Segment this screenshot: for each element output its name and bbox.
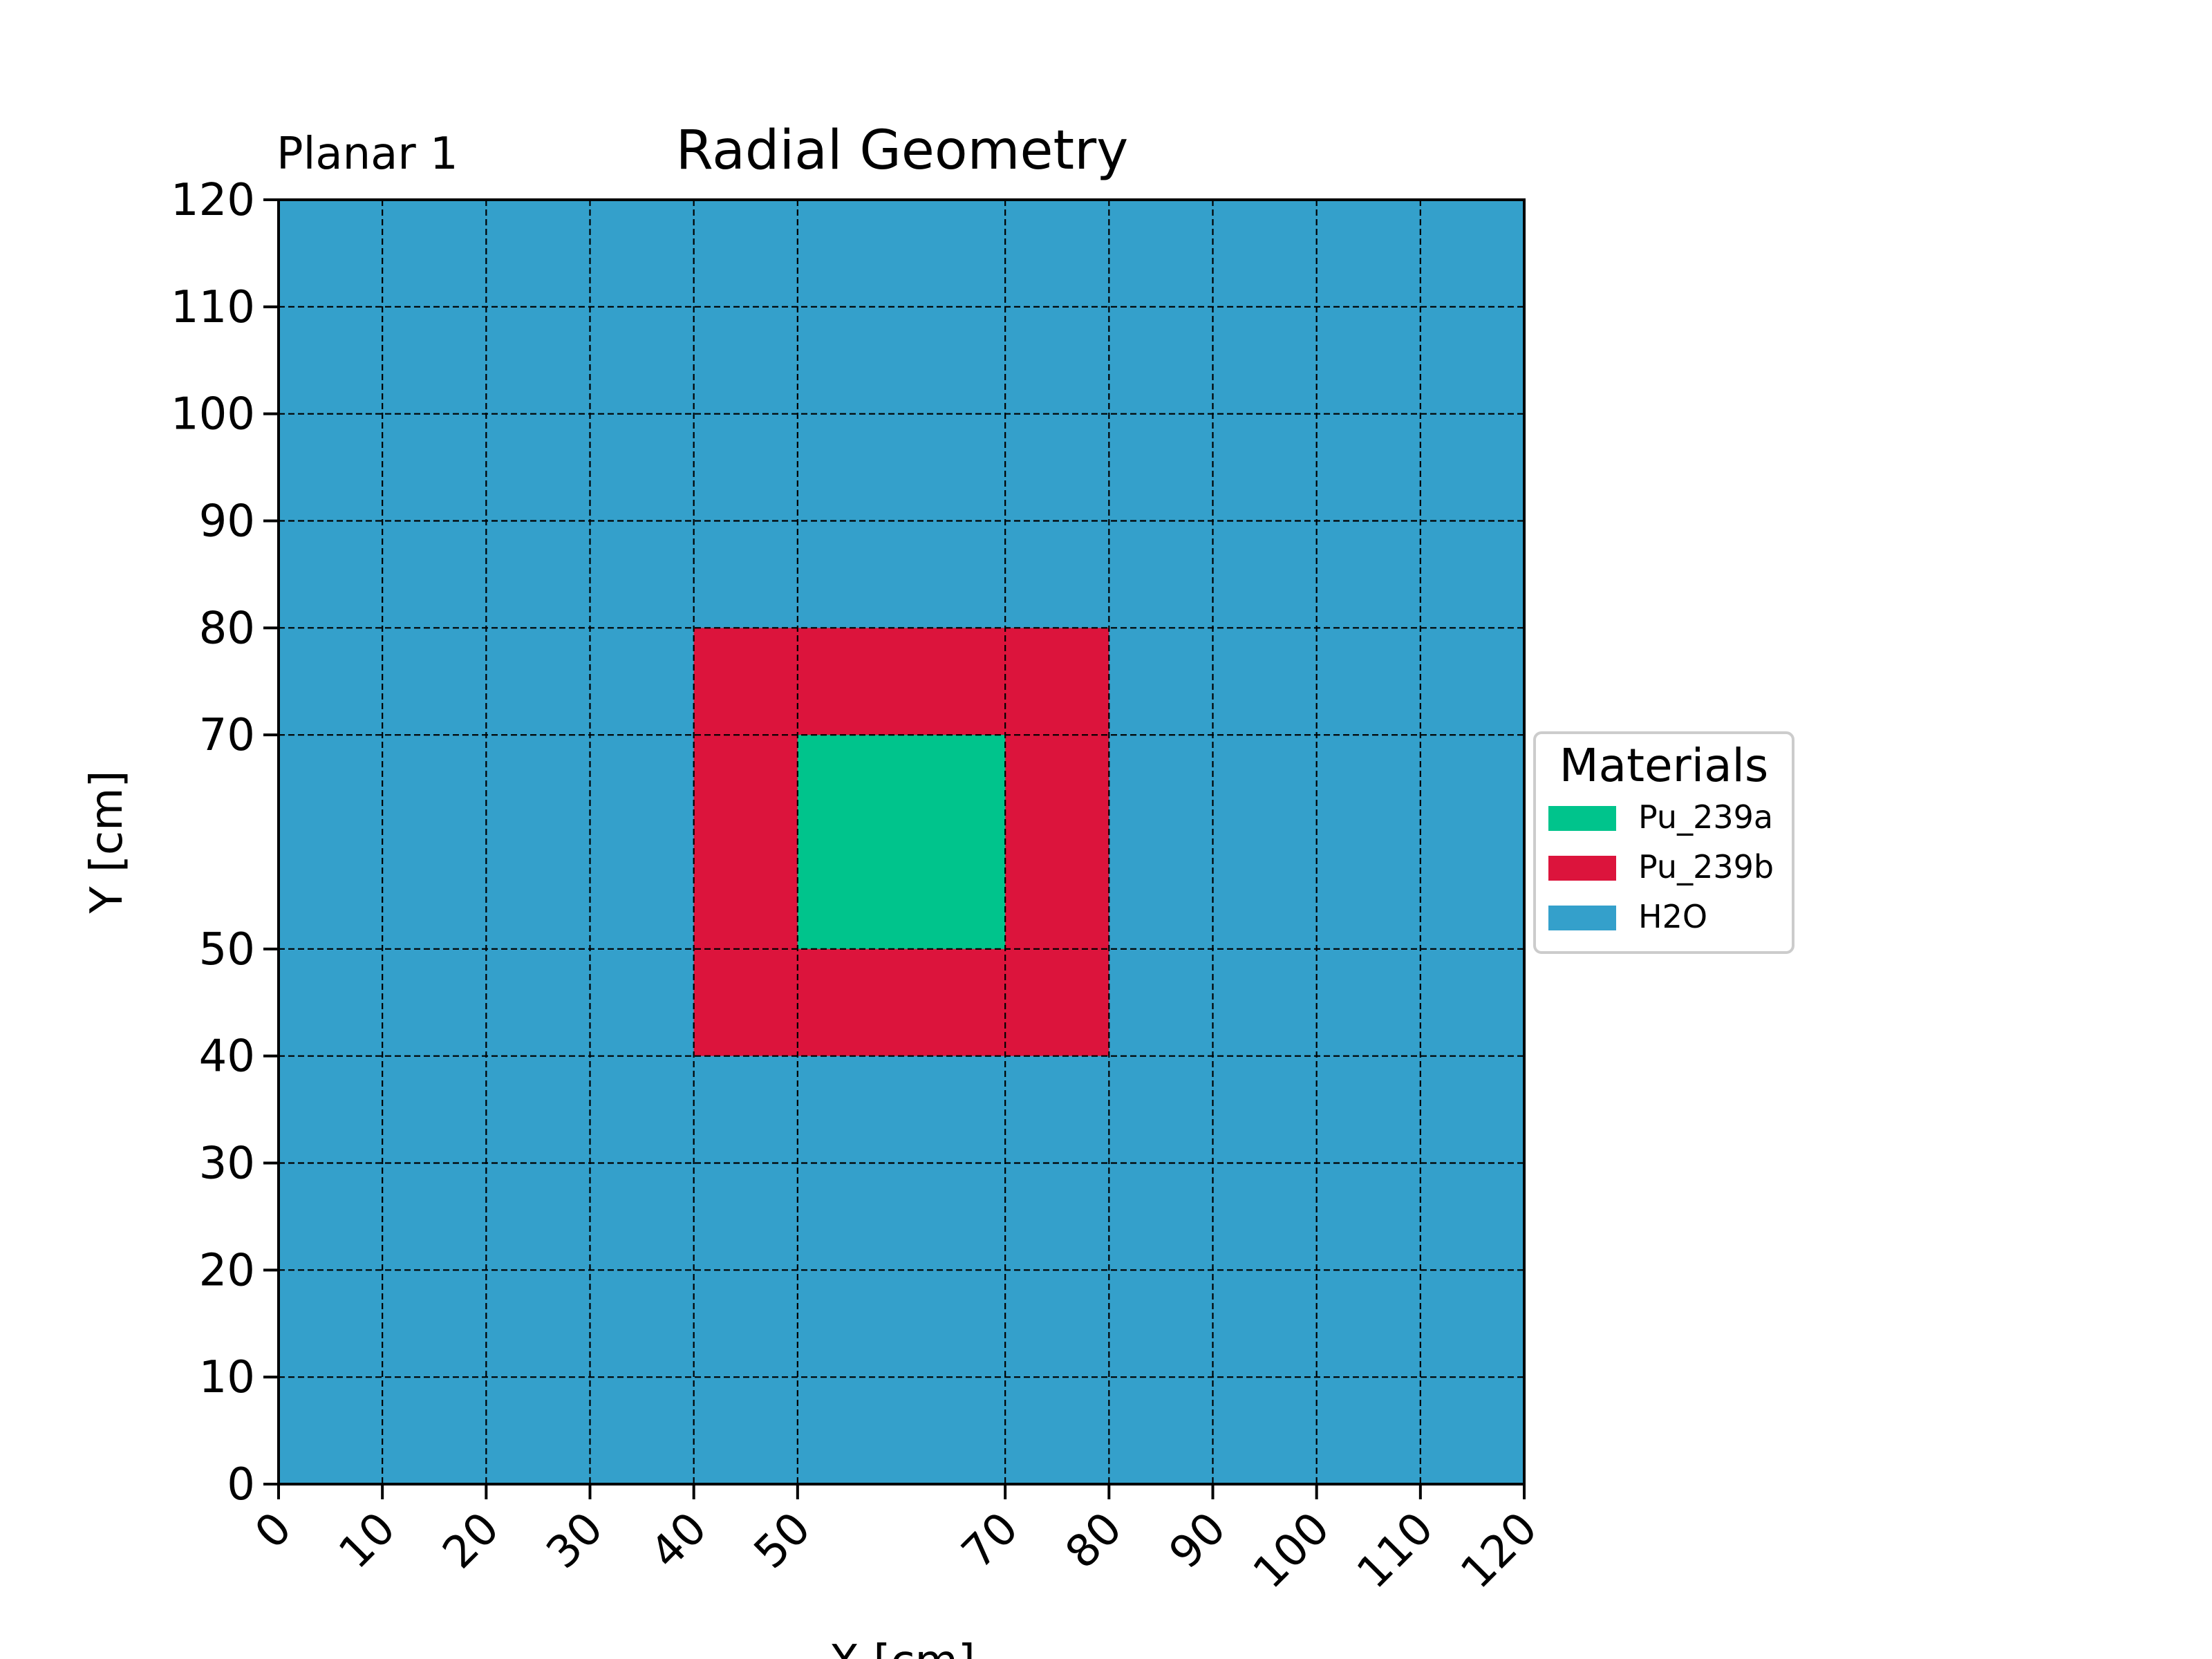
y-tick-label: 20 — [199, 1245, 255, 1296]
y-tick-label: 100 — [171, 389, 255, 440]
legend-title: Materials — [1559, 739, 1769, 792]
x-tick-label: 110 — [1347, 1503, 1443, 1599]
x-tick-label: 10 — [330, 1503, 406, 1579]
y-tick-label: 10 — [199, 1352, 255, 1403]
x-tick-label: 120 — [1452, 1503, 1548, 1599]
y-tick-label: 70 — [199, 710, 255, 761]
x-tick-label: 100 — [1244, 1503, 1340, 1599]
legend-swatch — [1548, 906, 1616, 930]
y-tick-label: 30 — [199, 1138, 255, 1190]
legend-swatch — [1548, 806, 1616, 831]
y-axis: 0 10 20 30 40 50 70 80 90 100 110 120 — [171, 175, 279, 1510]
legend-label: Pu_239a — [1638, 798, 1773, 836]
legend-box — [1533, 731, 1794, 954]
legend-items: Pu_239a Pu_239b H2O — [1548, 798, 1774, 935]
y-axis-label: Y [cm] — [82, 771, 133, 915]
region-pu-239a — [797, 735, 1006, 949]
x-axis: 0 10 20 30 40 50 70 80 90 100 110 120 — [245, 1484, 1547, 1599]
legend: Materials Pu_239a Pu_239b H2O — [1533, 731, 1794, 954]
chart-title: Radial Geometry — [676, 120, 1129, 182]
x-axis-label: X [cm] — [829, 1636, 975, 1659]
legend-label: Pu_239b — [1638, 848, 1774, 885]
y-tick-label: 110 — [171, 282, 255, 333]
y-tick-label: 80 — [199, 603, 255, 654]
y-tick-label: 90 — [199, 496, 255, 547]
x-tick-label: 0 — [245, 1503, 301, 1559]
plot-frame — [277, 198, 1526, 1485]
y-tick-label: 0 — [227, 1459, 255, 1510]
x-tick-label: 80 — [1056, 1503, 1132, 1579]
x-tick-label: 30 — [537, 1503, 613, 1579]
x-tick-label: 20 — [433, 1503, 509, 1579]
y-tick-label: 120 — [171, 175, 255, 226]
legend-label: H2O — [1638, 898, 1707, 935]
x-tick-label: 40 — [641, 1503, 717, 1579]
x-tick-label: 50 — [744, 1503, 821, 1579]
y-tick-label: 40 — [199, 1031, 255, 1082]
legend-swatch — [1548, 856, 1616, 881]
x-tick-label: 90 — [1160, 1503, 1236, 1579]
material-regions — [279, 200, 1524, 1484]
planar-label: Planar 1 — [276, 129, 458, 180]
y-tick-label: 50 — [199, 924, 255, 975]
x-tick-label: 70 — [953, 1503, 1029, 1579]
